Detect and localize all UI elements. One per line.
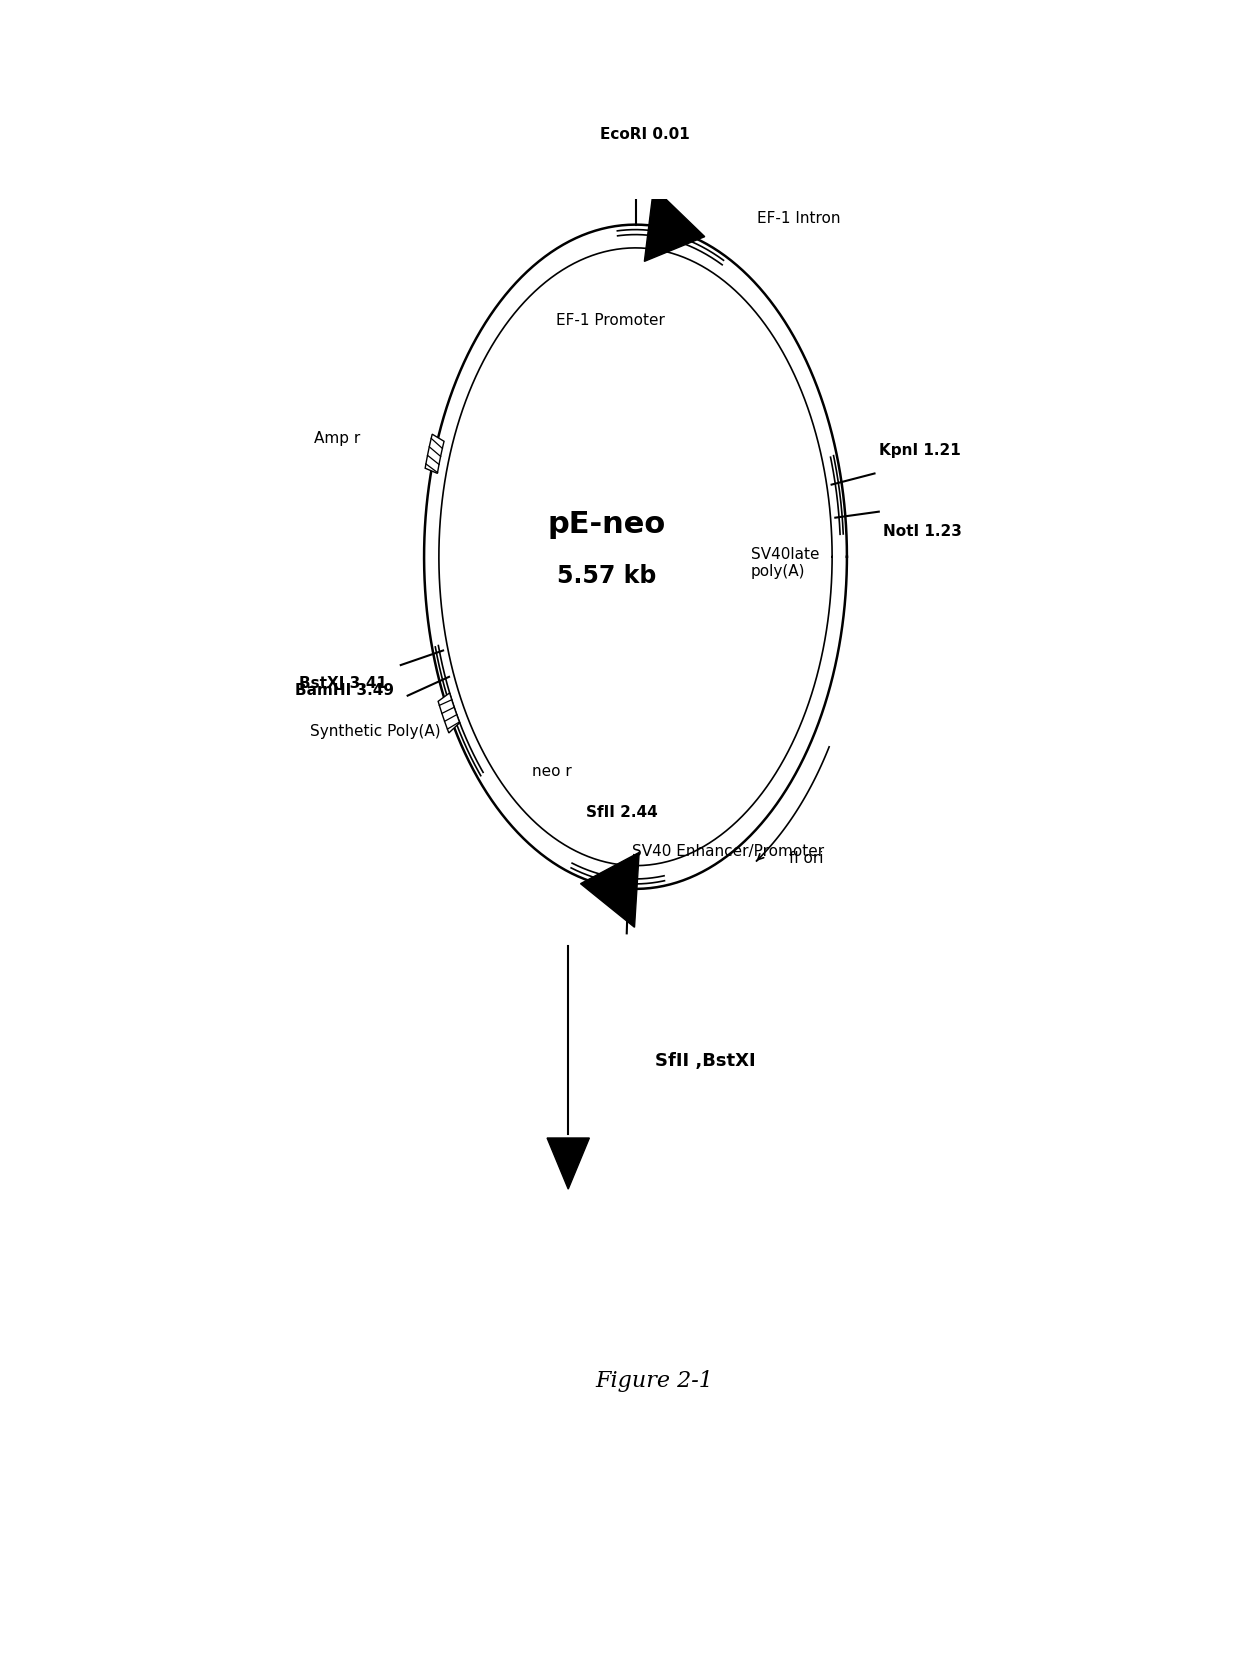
Text: SfII ,BstXI: SfII ,BstXI — [655, 1052, 755, 1070]
Text: Amp r: Amp r — [314, 431, 361, 446]
Text: 5.57 kb: 5.57 kb — [557, 564, 656, 587]
Text: NotI 1.23: NotI 1.23 — [883, 524, 962, 539]
Text: neo r: neo r — [532, 763, 572, 778]
Polygon shape — [645, 187, 704, 262]
Text: pE-neo: pE-neo — [548, 511, 666, 539]
Text: BstXI 3.41: BstXI 3.41 — [299, 675, 387, 690]
Text: KpnI 1.21: KpnI 1.21 — [879, 443, 961, 458]
Text: Synthetic Poly(A): Synthetic Poly(A) — [310, 723, 440, 738]
Text: SV40 Enhancer/Promoter: SV40 Enhancer/Promoter — [632, 844, 825, 859]
Text: SV40late
poly(A): SV40late poly(A) — [751, 547, 820, 579]
Text: BamHI 3.49: BamHI 3.49 — [295, 684, 394, 698]
Text: EcoRI 0.01: EcoRI 0.01 — [600, 126, 689, 141]
Text: Figure 2-1: Figure 2-1 — [595, 1370, 714, 1392]
Text: SfII 2.44: SfII 2.44 — [585, 805, 657, 820]
Polygon shape — [547, 1138, 589, 1190]
Text: EF-1 Intron: EF-1 Intron — [758, 211, 841, 226]
Polygon shape — [580, 853, 639, 927]
Text: EF-1 Promoter: EF-1 Promoter — [556, 312, 665, 327]
Polygon shape — [438, 693, 460, 733]
Text: fl ori: fl ori — [790, 851, 823, 866]
Polygon shape — [425, 435, 444, 473]
